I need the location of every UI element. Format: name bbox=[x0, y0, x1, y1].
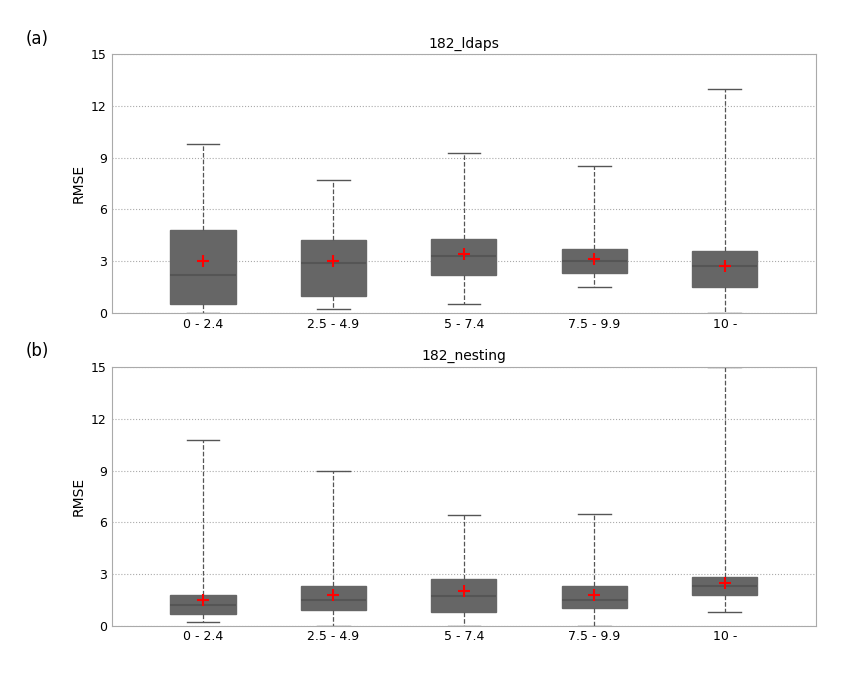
PathPatch shape bbox=[562, 249, 627, 273]
PathPatch shape bbox=[431, 579, 497, 612]
Title: 182_nesting: 182_nesting bbox=[422, 350, 506, 363]
Y-axis label: RMSE: RMSE bbox=[71, 164, 85, 203]
Y-axis label: RMSE: RMSE bbox=[71, 477, 85, 516]
PathPatch shape bbox=[562, 586, 627, 609]
Text: (b): (b) bbox=[26, 343, 49, 360]
PathPatch shape bbox=[692, 251, 758, 287]
PathPatch shape bbox=[170, 230, 235, 304]
PathPatch shape bbox=[301, 241, 366, 296]
PathPatch shape bbox=[431, 239, 497, 275]
Text: (a): (a) bbox=[26, 30, 49, 48]
Title: 182_ldaps: 182_ldaps bbox=[429, 37, 499, 50]
PathPatch shape bbox=[170, 594, 235, 613]
PathPatch shape bbox=[692, 577, 758, 594]
PathPatch shape bbox=[301, 586, 366, 610]
